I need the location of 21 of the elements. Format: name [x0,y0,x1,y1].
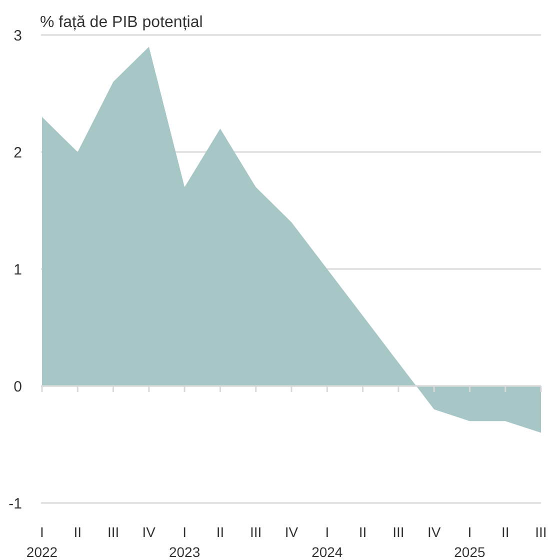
x-tick-label: IV [284,524,299,540]
x-tick-label: II [216,524,224,540]
y-tick-label: 1 [14,261,22,278]
x-tick-label: III [250,524,262,540]
y-tick-label: 0 [14,378,22,396]
x-tick-label: I 2024 [312,524,343,560]
y-tick-label: 2 [14,144,22,162]
x-tick-label: II [74,524,82,540]
x-tick-label: III [535,524,547,540]
y-tick-label: 3 [14,27,22,44]
x-tick-label: IV [427,524,442,540]
x-tick-label: II [358,524,367,540]
y-tick-label: -1 [8,495,22,512]
x-tick-label: III [392,524,404,540]
y-axis-title: % față de PIB potențial [40,14,203,31]
x-tick-label: I 2025 [454,524,486,560]
x-tick-label: I 2023 [168,524,200,560]
x-tick-label: I 2022 [26,524,58,560]
x-tick-label: IV [142,524,156,540]
x-tick-label: II [501,524,510,540]
x-tick-label: III [107,524,120,540]
